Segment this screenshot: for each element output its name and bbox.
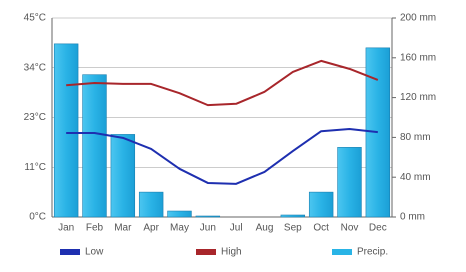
legend-swatch: [60, 249, 80, 255]
legend-swatch: [332, 249, 352, 255]
x-tick-label: May: [170, 223, 189, 234]
legend-label: Precip.: [357, 247, 388, 258]
bar: [82, 74, 107, 218]
bar: [110, 134, 136, 218]
bar: [167, 210, 192, 218]
y2-tick-label: 80 mm: [400, 132, 431, 143]
y-tick-label: 45°C: [24, 13, 46, 24]
legend-label: Low: [85, 247, 104, 258]
bar: [365, 47, 391, 218]
y-tick-label: 0°C: [29, 212, 46, 223]
x-tick-label: Apr: [143, 223, 159, 234]
y-tick-label: 23°C: [24, 112, 46, 123]
x-tick-label: Dec: [369, 223, 387, 234]
bar: [195, 215, 221, 218]
x-tick-label: Sep: [284, 223, 302, 234]
x-tick-label: Jan: [58, 223, 74, 234]
x-tick-label: Mar: [114, 223, 132, 234]
y2-tick-label: 120 mm: [400, 92, 436, 103]
bar: [53, 43, 79, 218]
y2-tick-label: 160 mm: [400, 52, 436, 63]
y2-tick-label: 200 mm: [400, 13, 436, 24]
x-tick-label: Oct: [313, 223, 329, 234]
y-tick-label: 34°C: [24, 62, 46, 73]
y-tick-label: 11°C: [24, 162, 46, 173]
bar: [138, 191, 164, 218]
x-tick-label: Jun: [200, 223, 216, 234]
x-tick-label: Nov: [341, 223, 359, 234]
y2-tick-label: 0 mm: [400, 212, 425, 223]
legend-label: High: [221, 247, 242, 258]
line: [66, 59, 379, 107]
bar: [280, 214, 306, 218]
bar: [308, 191, 334, 218]
legend-swatch: [196, 249, 216, 255]
bar: [337, 147, 362, 218]
x-tick-label: Feb: [86, 223, 104, 234]
x-tick-label: Jul: [230, 223, 243, 234]
line: [66, 127, 378, 185]
y2-tick-label: 40 mm: [400, 172, 431, 183]
x-tick-label: Aug: [256, 223, 274, 234]
